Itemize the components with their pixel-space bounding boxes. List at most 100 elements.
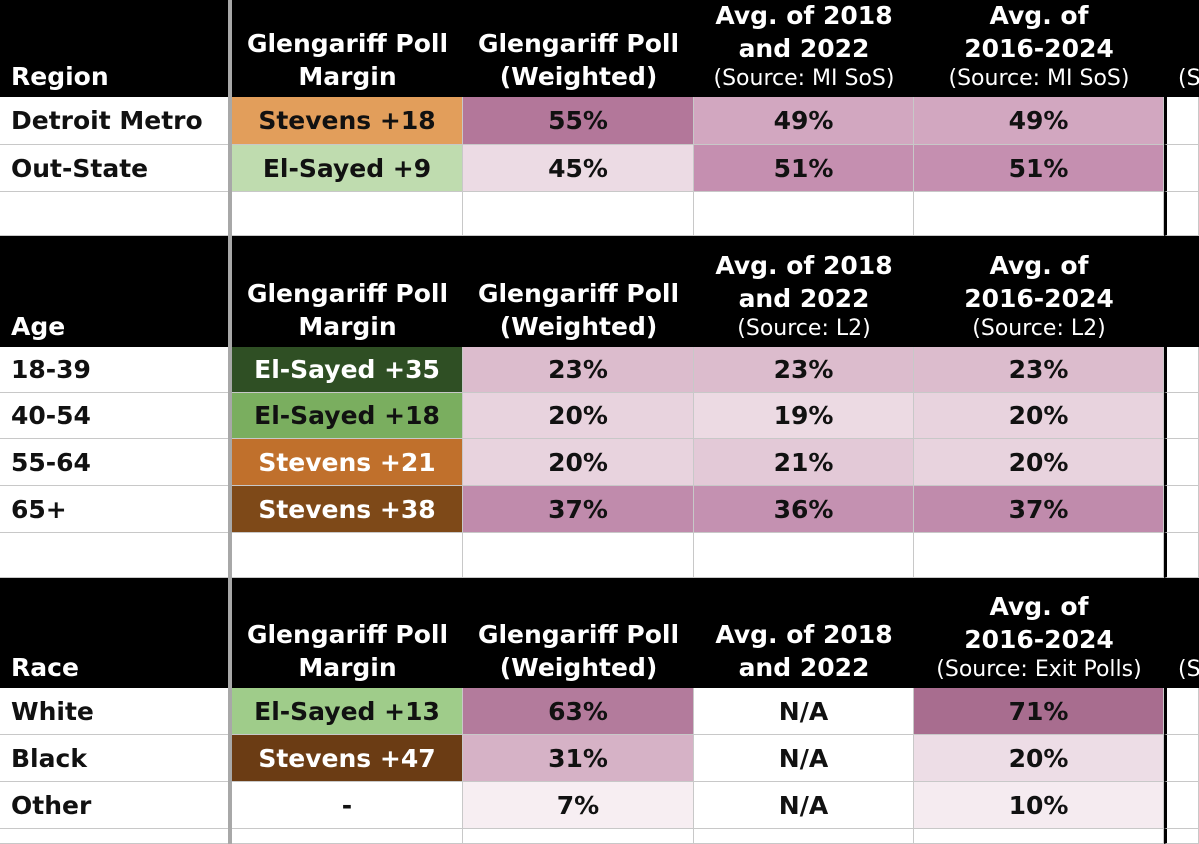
avg-2018-2022-cell[interactable]: 51% xyxy=(694,145,914,192)
header-avg-2018-2022-source: (Source: MI SoS) xyxy=(713,66,895,91)
avg-2016-2024-cell[interactable]: 23% xyxy=(914,347,1164,393)
weighted-cell[interactable]: 55% xyxy=(463,97,694,145)
header-avg-2016-2024-line: 2016-2024 xyxy=(964,284,1114,313)
truncated-cell[interactable] xyxy=(1164,97,1199,145)
header-weighted: Glengariff Poll (Weighted) xyxy=(463,578,694,688)
avg-2016-2024-cell[interactable]: 49% xyxy=(914,97,1164,145)
empty-cell[interactable] xyxy=(1164,533,1199,578)
avg-2016-2024-cell[interactable]: 20% xyxy=(914,735,1164,782)
header-margin: Glengariff Poll Margin xyxy=(232,578,463,688)
avg-2016-2024-cell[interactable]: 51% xyxy=(914,145,1164,192)
margin-cell[interactable]: El-Sayed +13 xyxy=(232,688,463,735)
margin-cell[interactable]: El-Sayed +18 xyxy=(232,393,463,439)
weighted-cell[interactable]: 31% xyxy=(463,735,694,782)
weighted-cell[interactable]: 45% xyxy=(463,145,694,192)
header-margin-line: Margin xyxy=(298,653,397,682)
avg-2016-2024-cell[interactable]: 20% xyxy=(914,393,1164,439)
truncated-cell[interactable] xyxy=(1164,439,1199,486)
empty-cell[interactable] xyxy=(463,829,694,844)
avg-2018-2022-cell[interactable]: N/A xyxy=(694,782,914,829)
header-weighted: Glengariff Poll (Weighted) xyxy=(463,0,694,97)
row-label[interactable]: Black xyxy=(0,735,230,782)
row-label[interactable]: 18-39 xyxy=(0,347,230,393)
table-row: Out-State El-Sayed +9 45% 51% 51% xyxy=(0,145,1199,192)
avg-2018-2022-cell[interactable]: 19% xyxy=(694,393,914,439)
empty-cell[interactable] xyxy=(0,533,230,578)
weighted-cell[interactable]: 20% xyxy=(463,393,694,439)
spacer-row xyxy=(0,192,1199,236)
truncated-cell[interactable] xyxy=(1164,347,1199,393)
header-margin: Glengariff Poll Margin xyxy=(232,0,463,97)
margin-cell[interactable]: Stevens +38 xyxy=(232,486,463,533)
empty-cell[interactable] xyxy=(0,192,230,236)
row-label[interactable]: 65+ xyxy=(0,486,230,533)
empty-cell[interactable] xyxy=(914,829,1164,844)
row-label[interactable]: Other xyxy=(0,782,230,829)
avg-2016-2024-cell[interactable]: 10% xyxy=(914,782,1164,829)
avg-2016-2024-cell[interactable]: 71% xyxy=(914,688,1164,735)
weighted-cell[interactable]: 20% xyxy=(463,439,694,486)
header-avg-2018-2022-line: and 2022 xyxy=(738,34,870,63)
truncated-cell[interactable] xyxy=(1164,782,1199,829)
avg-2018-2022-cell[interactable]: N/A xyxy=(694,688,914,735)
header-category: Region xyxy=(0,0,230,97)
row-label[interactable]: White xyxy=(0,688,230,735)
header-truncated-source: (S xyxy=(1178,657,1199,682)
header-avg-2018-2022: Avg. of 2018 and 2022 (Source: MI SoS) xyxy=(694,0,914,97)
empty-cell[interactable] xyxy=(694,829,914,844)
truncated-cell[interactable] xyxy=(1164,486,1199,533)
header-avg-2016-2024: Avg. of 2016-2024 (Source: L2) xyxy=(914,236,1164,347)
truncated-cell[interactable] xyxy=(1164,145,1199,192)
header-truncated-column xyxy=(1164,236,1199,347)
row-label[interactable]: Detroit Metro xyxy=(0,97,230,145)
truncated-cell[interactable] xyxy=(1164,735,1199,782)
empty-cell[interactable] xyxy=(914,192,1164,236)
empty-cell[interactable] xyxy=(232,533,463,578)
empty-cell[interactable] xyxy=(914,533,1164,578)
weighted-cell[interactable]: 7% xyxy=(463,782,694,829)
empty-cell[interactable] xyxy=(463,192,694,236)
header-avg-2016-2024-line: Avg. of xyxy=(989,1,1089,30)
margin-cell[interactable]: Stevens +21 xyxy=(232,439,463,486)
truncated-cell[interactable] xyxy=(1164,688,1199,735)
header-truncated-source: (S xyxy=(1178,66,1199,91)
avg-2016-2024-cell[interactable]: 37% xyxy=(914,486,1164,533)
row-label[interactable]: 40-54 xyxy=(0,393,230,439)
avg-2018-2022-cell[interactable]: N/A xyxy=(694,735,914,782)
empty-cell[interactable] xyxy=(694,533,914,578)
header-weighted-line: (Weighted) xyxy=(499,312,658,341)
header-avg-2016-2024: Avg. of 2016-2024 (Source: MI SoS) xyxy=(914,0,1164,97)
weighted-cell[interactable]: 63% xyxy=(463,688,694,735)
margin-cell[interactable]: Stevens +18 xyxy=(232,97,463,145)
margin-cell[interactable]: El-Sayed +35 xyxy=(232,347,463,393)
header-avg-2018-2022: Avg. of 2018 and 2022 xyxy=(694,578,914,688)
section-header: Race Glengariff Poll Margin Glengariff Poll… xyxy=(0,578,1199,688)
avg-2018-2022-cell[interactable]: 21% xyxy=(694,439,914,486)
empty-cell[interactable] xyxy=(232,829,463,844)
margin-cell[interactable]: - xyxy=(232,782,463,829)
empty-cell[interactable] xyxy=(1164,192,1199,236)
empty-cell[interactable] xyxy=(463,533,694,578)
header-margin-line: Glengariff Poll xyxy=(246,279,449,308)
empty-cell[interactable] xyxy=(232,192,463,236)
avg-2016-2024-cell[interactable]: 20% xyxy=(914,439,1164,486)
margin-cell[interactable]: El-Sayed +9 xyxy=(232,145,463,192)
avg-2018-2022-cell[interactable]: 23% xyxy=(694,347,914,393)
truncated-cell[interactable] xyxy=(1164,393,1199,439)
avg-2018-2022-cell[interactable]: 49% xyxy=(694,97,914,145)
row-label[interactable]: Out-State xyxy=(0,145,230,192)
weighted-cell[interactable]: 23% xyxy=(463,347,694,393)
empty-cell[interactable] xyxy=(694,192,914,236)
row-label[interactable]: 55-64 xyxy=(0,439,230,486)
empty-cell[interactable] xyxy=(0,829,230,844)
header-margin-line: Glengariff Poll xyxy=(246,29,449,58)
margin-cell[interactable]: Stevens +47 xyxy=(232,735,463,782)
header-weighted-line: Glengariff Poll xyxy=(477,620,680,649)
avg-2018-2022-cell[interactable]: 36% xyxy=(694,486,914,533)
header-avg-2016-2024-source: (Source: L2) xyxy=(972,316,1106,341)
table-row: Black Stevens +47 31% N/A 20% xyxy=(0,735,1199,782)
weighted-cell[interactable]: 37% xyxy=(463,486,694,533)
empty-cell[interactable] xyxy=(1164,829,1199,844)
header-truncated-column: (S xyxy=(1164,0,1199,97)
header-avg-2018-2022-source: (Source: L2) xyxy=(737,316,871,341)
